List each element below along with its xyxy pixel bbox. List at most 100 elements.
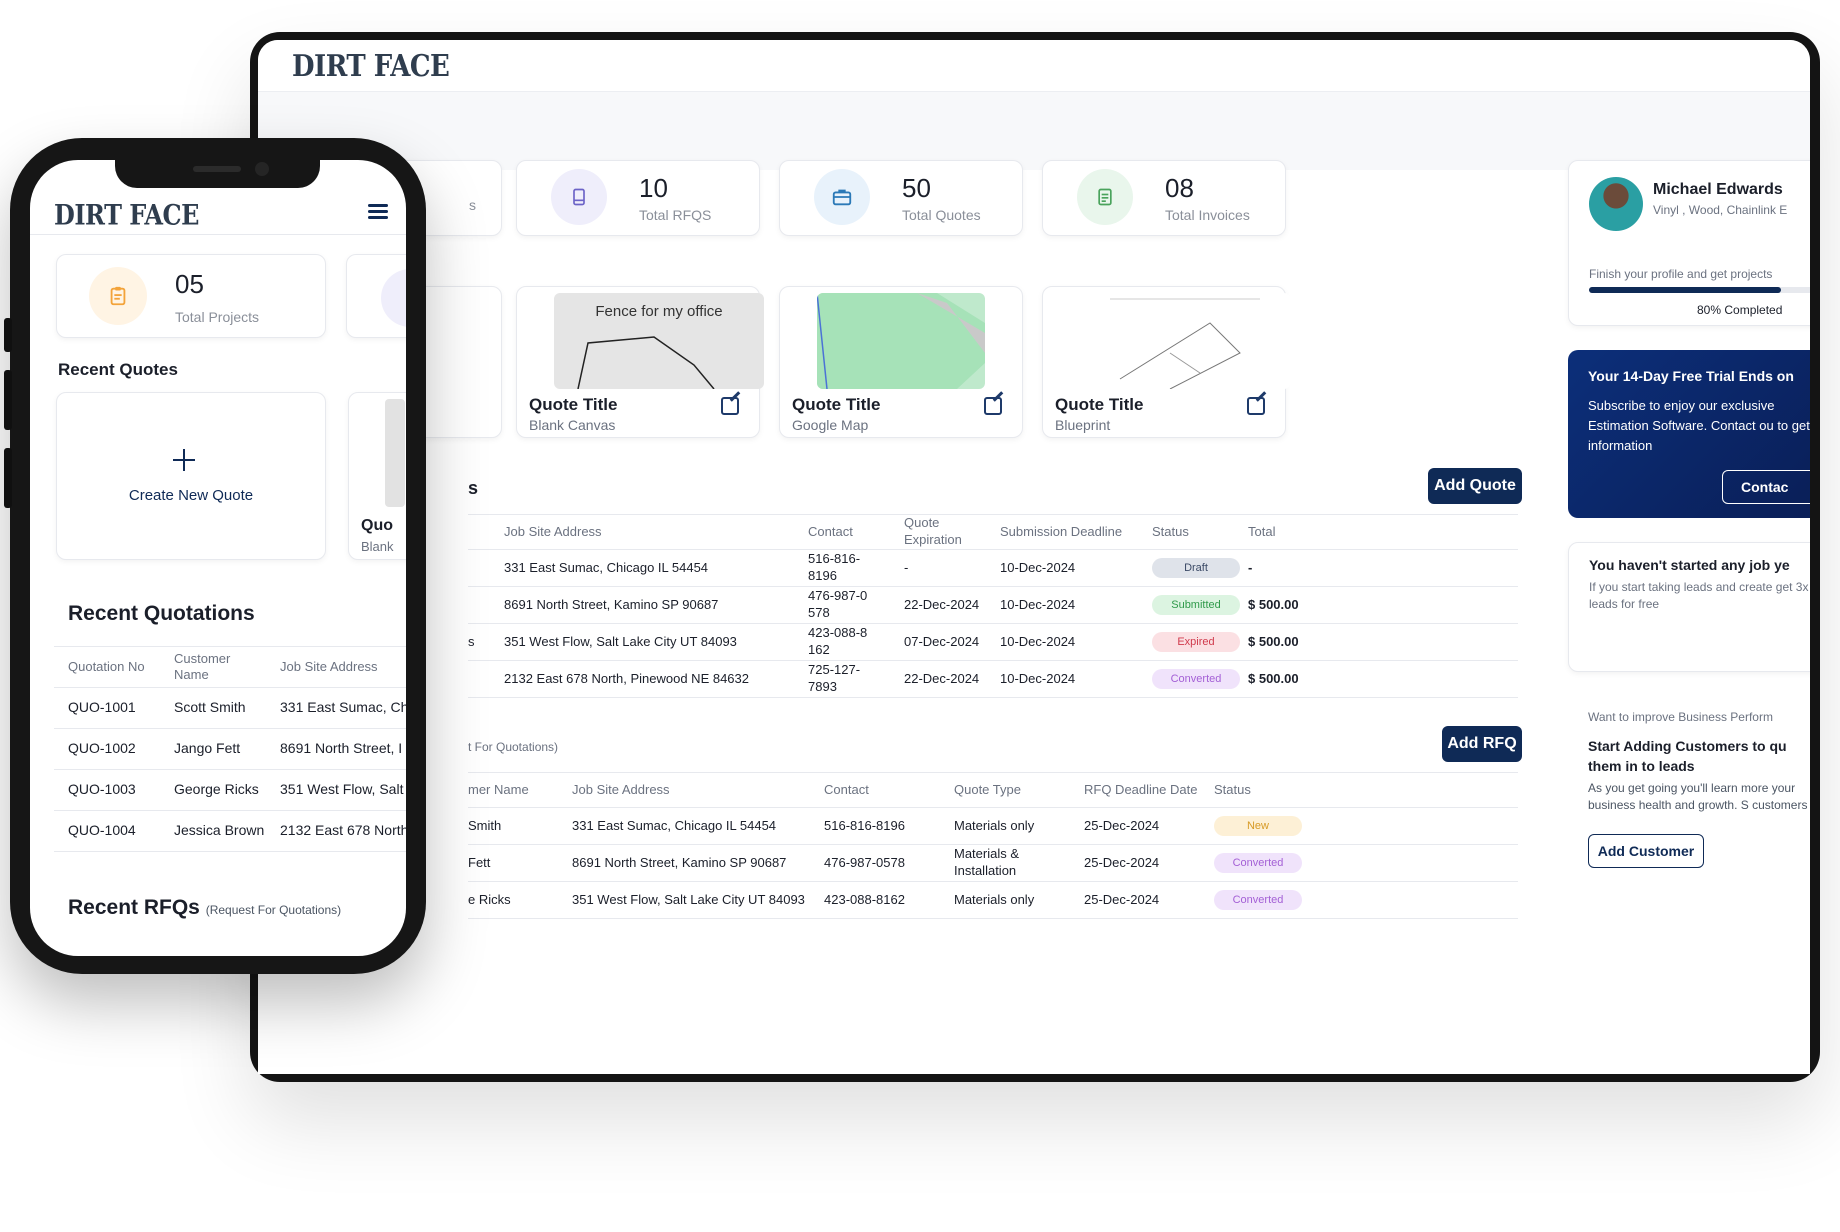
status-badge: New [1214, 816, 1302, 836]
cell-status: Converted [1152, 661, 1240, 697]
cell-status: Draft [1152, 550, 1240, 586]
table-row[interactable]: 8691 North Street, Kamino SP 90687 476-98… [468, 587, 1518, 624]
profile-card: Michael Edwards Vinyl , Wood, Chainlink … [1568, 160, 1810, 326]
edit-icon[interactable] [1247, 397, 1265, 415]
cell-contact: 516-816-8196 [824, 817, 905, 833]
quote-card[interactable]: Quote Title Blueprint [1042, 286, 1290, 438]
quote-subtitle: Blueprint [1055, 417, 1111, 433]
col-total: Total [1248, 523, 1276, 539]
cell-quote-type: Materials only [954, 817, 1035, 833]
recent-rfqs-title: Recent RFQs (Request For Quotations) [68, 896, 341, 920]
table-row[interactable]: QUO-1004 Jessica Brown 2132 East 678 North [54, 811, 406, 852]
customers-title: Start Adding Customers to qu them in to … [1588, 738, 1787, 774]
cell-address: 2132 East 678 North [280, 822, 406, 839]
cell-customer: Jango Fett [174, 740, 241, 757]
customers-intro: Want to improve Business Perform [1588, 710, 1773, 724]
quote-card[interactable]: Quote Title Google Map [779, 286, 1023, 438]
cell-deadline: 10-Dec-2024 [1000, 633, 1076, 649]
cell-address: 351 West Flow, Salt Lake City UT 84093 [504, 633, 737, 649]
table-row[interactable]: QUO-1003 George Ricks 351 West Flow, Salt [54, 770, 406, 811]
cell-quote-type: Materials & Installation [954, 846, 1020, 878]
cell-address: 8691 North Street, I [280, 740, 403, 757]
cell-deadline: 25-Dec-2024 [1084, 854, 1160, 870]
book-icon [551, 169, 607, 225]
desktop-header: DIRT FACE [258, 40, 1810, 92]
phone-stat-card: 05 Total Projects [56, 254, 326, 338]
quote-card[interactable]: Fence for my office Quote Title Blank Canv… [516, 286, 764, 438]
status-badge: Draft [1152, 558, 1240, 578]
col-rfq-deadline: RFQ Deadline Date [1084, 781, 1198, 797]
cell-customer: Fett [468, 854, 491, 870]
avatar[interactable] [1589, 177, 1643, 231]
phone-quotations-header: Quotation No Customer Name Job Site Addr… [54, 646, 406, 688]
phone-quote-card-partial[interactable]: Quo Blank [348, 392, 406, 560]
rfq-subtitle-fragment: t For Quotations) [468, 740, 559, 754]
add-rfq-button[interactable]: Add RFQ [1442, 726, 1522, 762]
quote-thumbnail: Fence for my office [554, 293, 764, 389]
table-row[interactable]: Smith 331 East Sumac, Chicago IL 54454 516… [468, 808, 1518, 845]
quote-title: Quote Title [529, 395, 618, 414]
cell-address: 331 East Sumac, Ch [280, 699, 406, 716]
cell-status: Converted [1214, 845, 1302, 881]
profile-progress-label: 80% Completed [1697, 303, 1783, 317]
quote-thumbnail [817, 293, 985, 389]
table-row[interactable]: Fett 8691 North Street, Kamino SP 90687 47… [468, 845, 1518, 882]
cell-contact: 423-088-8 162 [808, 625, 868, 657]
contact-button[interactable]: Contac [1722, 470, 1810, 504]
add-customer-button[interactable]: Add Customer [1588, 834, 1704, 868]
quote-subtitle: Google Map [792, 417, 869, 433]
leads-title: You haven't started any job ye [1589, 557, 1790, 573]
cell-quotation-no: QUO-1001 [68, 699, 136, 716]
col-quote-expiration: Quote Expiration [904, 515, 962, 547]
stat-label: Total Quotes [902, 207, 981, 223]
cell-expiration: - [904, 559, 909, 575]
col-job-site-address: Job Site Address [572, 781, 670, 797]
table-row[interactable]: 2132 East 678 North, Pinewood NE 84632 72… [468, 661, 1518, 698]
col-submission-deadline: Submission Deadline [1000, 523, 1123, 539]
col-contact: Contact [824, 781, 869, 797]
status-badge: Expired [1152, 632, 1240, 652]
cell-contact: 476-987-0 578 [808, 588, 868, 620]
status-badge: Converted [1214, 890, 1302, 910]
trial-card: Your 14-Day Free Trial Ends on Subscribe… [1568, 350, 1810, 518]
cell-address: 331 East Sumac, Chicago IL 54454 [504, 559, 709, 575]
brand-logo[interactable]: DIRT FACE [292, 49, 450, 85]
cell-status: Converted [1214, 882, 1302, 918]
cell-contact: 476-987-0578 [824, 854, 905, 870]
trial-title: Your 14-Day Free Trial Ends on [1588, 368, 1794, 384]
stat-label: Total Invoices [1165, 207, 1250, 223]
cell-status: New [1214, 808, 1302, 844]
col-customer-name: mer Name [468, 781, 529, 797]
edit-icon[interactable] [984, 397, 1002, 415]
table-row[interactable]: s 351 West Flow, Salt Lake City UT 84093 4… [468, 624, 1518, 661]
hamburger-menu-icon[interactable] [368, 204, 388, 219]
cell-expiration: 22-Dec-2024 [904, 670, 980, 686]
table-row[interactable]: QUO-1002 Jango Fett 8691 North Street, I [54, 729, 406, 770]
quotations-header-row: Job Site Address Contact Quote Expiratio… [468, 514, 1518, 550]
phone-mute-switch [4, 318, 12, 352]
cell-contact: 423-088-8162 [824, 891, 905, 907]
cell-customer: Jessica Brown [174, 822, 265, 839]
stat-value: 05 [175, 269, 204, 299]
add-quote-button[interactable]: Add Quote [1428, 468, 1522, 504]
quotations-title-fragment: s [468, 478, 479, 498]
table-row[interactable]: 331 East Sumac, Chicago IL 54454 516-816-… [468, 550, 1518, 587]
quote-subtitle: Blank [361, 539, 394, 554]
profile-name: Michael Edwards [1653, 181, 1783, 198]
cell-customer: e Ricks [468, 891, 511, 907]
cell-address: 8691 North Street, Kamino SP 90687 [504, 596, 719, 612]
cell-address: 2132 East 678 North, Pinewood NE 84632 [504, 670, 750, 686]
cell-total: - [1248, 559, 1253, 575]
stat-value: 50 [902, 173, 931, 203]
stat-card: 08 Total Invoices [1042, 160, 1286, 236]
phone-brand-logo[interactable]: DIRT FACE [54, 197, 199, 232]
desktop-subbar [258, 92, 1810, 172]
create-new-quote-card[interactable]: Create New Quote [56, 392, 326, 560]
cell-deadline: 25-Dec-2024 [1084, 891, 1160, 907]
dashboard-main: s 10 Total RFQS 50 Total Quotes 08 Total Invo… [258, 160, 1810, 1074]
leads-body: If you start taking leads and create get… [1589, 580, 1809, 611]
briefcase-icon [814, 169, 870, 225]
edit-icon[interactable] [721, 397, 739, 415]
table-row[interactable]: e Ricks 351 West Flow, Salt Lake City UT … [468, 882, 1518, 919]
table-row[interactable]: QUO-1001 Scott Smith 331 East Sumac, Ch [54, 688, 406, 729]
